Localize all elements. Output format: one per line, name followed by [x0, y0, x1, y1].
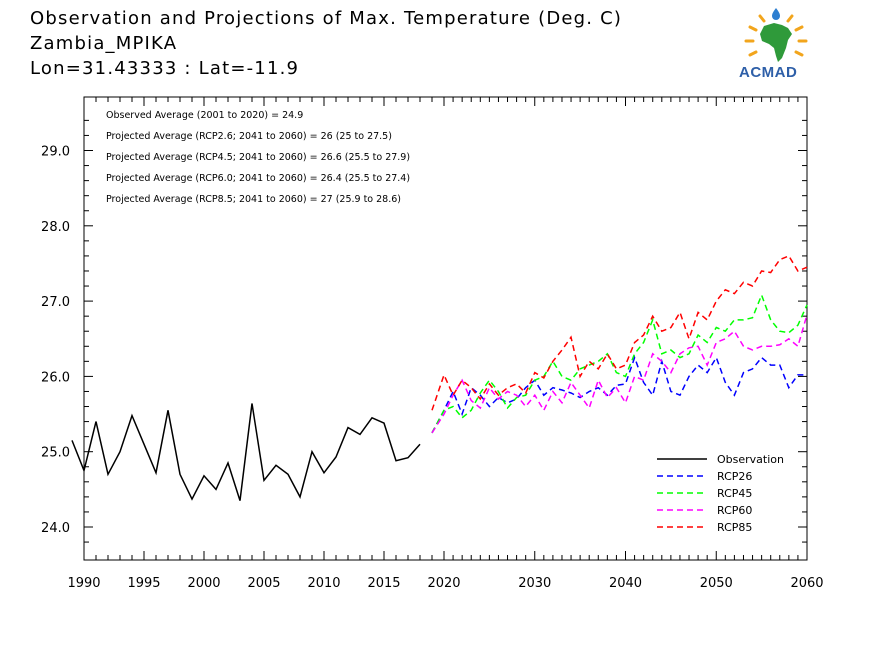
x-tick-label: 2010	[307, 576, 340, 591]
annotation-line: Projected Average (RCP2.6; 2041 to 2060)…	[106, 131, 392, 142]
annotation-line: Projected Average (RCP6.0; 2041 to 2060)…	[106, 173, 410, 184]
x-tick-label: 2020	[427, 576, 460, 591]
annotation-line: Projected Average (RCP4.5; 2041 to 2060)…	[106, 152, 410, 163]
x-tick-label: 2060	[790, 576, 823, 591]
legend-label: RCP85	[717, 521, 752, 534]
y-tick-label: 29.0	[41, 145, 70, 160]
logo-text: ACMAD	[739, 64, 798, 81]
axes: 24.0 25.0 26.0 27.0 28.0 29.0 1990 1995 2000 2005…	[41, 97, 824, 591]
legend-label: RCP26	[717, 470, 752, 483]
series-line-rcp85	[431, 254, 808, 411]
annotation-line: Observed Average (2001 to 2020) = 24.9	[106, 110, 303, 121]
series-line-observation	[71, 403, 421, 501]
x-tick-label: 2050	[700, 576, 733, 591]
legend-label: Observation	[717, 453, 784, 466]
y-tick-label: 27.0	[41, 295, 70, 310]
x-tick-label: 1990	[67, 576, 100, 591]
x-tick-label: 2040	[609, 576, 642, 591]
x-tick-label: 2015	[367, 576, 400, 591]
legend-label: RCP45	[717, 487, 752, 500]
chart-title: Observation and Projections of Max. Temp…	[30, 8, 623, 29]
plot-frame	[83, 96, 808, 561]
y-tick-label: 28.0	[41, 220, 70, 235]
series-line-rcp45	[431, 293, 808, 434]
legend: Observation RCP26 RCP45 RCP60 RCP85	[657, 453, 784, 534]
series-lines	[71, 254, 808, 501]
series-line-rcp26	[431, 355, 807, 434]
africa-map-icon	[744, 8, 808, 62]
acmad-logo	[736, 6, 816, 84]
x-tick-label: 2005	[247, 576, 280, 591]
y-tick-label: 25.0	[41, 446, 70, 461]
x-tick-label: 2000	[187, 576, 220, 591]
y-tick-label: 24.0	[41, 521, 70, 536]
coordinates: Lon=31.43333 : Lat=-11.9	[30, 58, 300, 79]
y-tick-label: 26.0	[41, 370, 70, 385]
annotation-line: Projected Average (RCP8.5; 2041 to 2060)…	[106, 194, 401, 205]
legend-label: RCP60	[717, 504, 752, 517]
x-tick-label: 2030	[518, 576, 551, 591]
series-line-rcp60	[431, 314, 808, 434]
x-tick-label: 1995	[127, 576, 160, 591]
annotation-block: Observed Average (2001 to 2020) = 24.9 Pr…	[106, 110, 410, 205]
location-name: Zambia_MPIKA	[30, 33, 178, 54]
